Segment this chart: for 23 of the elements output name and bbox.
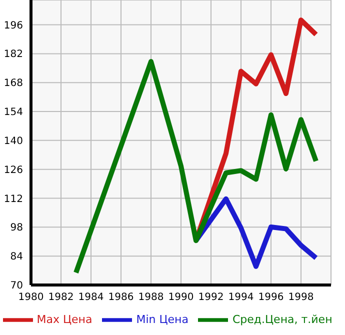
y-tick-label: 126 xyxy=(4,164,23,176)
y-tick-label: 196 xyxy=(4,20,23,32)
y-tick-label: 140 xyxy=(4,136,23,147)
legend-label: Max Цена xyxy=(36,313,92,326)
x-tick-label: 1998 xyxy=(288,292,314,304)
x-tick-label: 1996 xyxy=(258,292,284,304)
y-tick-label: 84 xyxy=(10,252,23,263)
x-tick-label: 1984 xyxy=(78,292,104,304)
x-tick-label: 1988 xyxy=(138,292,164,304)
legend-label: Min Цена xyxy=(136,313,188,326)
x-tick-label: 1986 xyxy=(108,292,134,304)
y-tick-label: 182 xyxy=(4,49,23,60)
y-tick-label: 98 xyxy=(10,222,23,234)
y-tick-label: 70 xyxy=(10,280,23,292)
x-tick-label: 1980 xyxy=(18,292,44,304)
x-tick-label: 1994 xyxy=(228,292,254,304)
y-tick-label: 168 xyxy=(4,78,23,90)
x-tick-label: 1992 xyxy=(198,292,224,304)
x-tick-label: 1990 xyxy=(168,292,194,304)
y-tick-label: 154 xyxy=(4,107,23,118)
x-tick-label: 1982 xyxy=(48,292,74,304)
legend-label: Сред.Цена, т.йен xyxy=(232,313,332,326)
y-tick-label: 112 xyxy=(4,194,23,205)
